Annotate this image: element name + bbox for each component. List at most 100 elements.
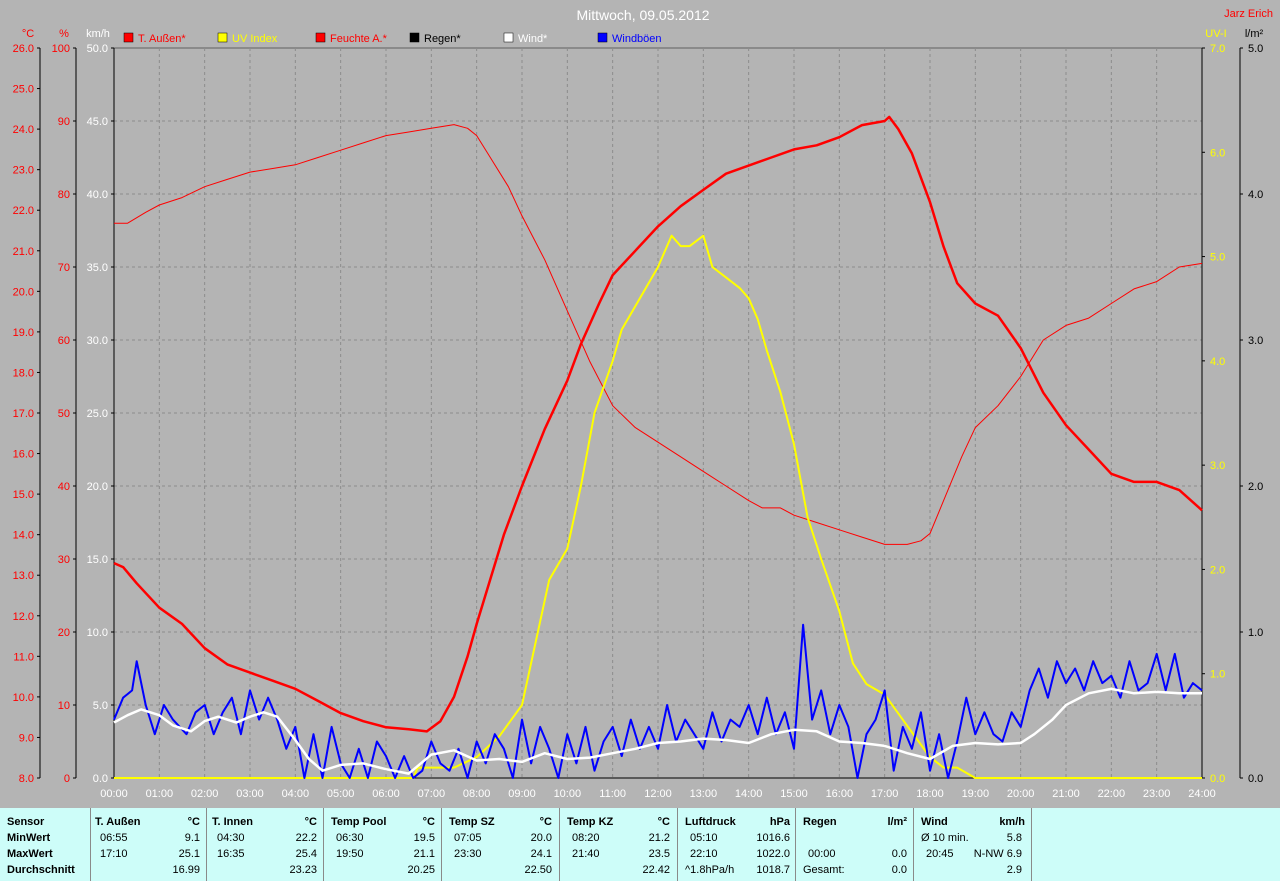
stats-min-row: MinWert 06:55 9.1 04:30 22.2 06:30 19.5 … xyxy=(0,832,1280,848)
header-temp-pool-unit: °C xyxy=(422,816,435,828)
series-line-wind- xyxy=(113,687,1202,775)
header-sensor: Sensor xyxy=(7,816,45,828)
x-tick-label: 23:00 xyxy=(1143,788,1171,800)
temp-sz-max-time: 23:30 xyxy=(454,848,482,860)
statistics-panel: Sensor T. Außen °C T. Innen °C Temp Pool… xyxy=(0,808,1280,881)
temp-kz-avg: 22.42 xyxy=(642,864,670,876)
t-aussen-min: 9.1 xyxy=(184,832,200,844)
luftdruck-trend: ^1.8hPa/h xyxy=(685,864,735,876)
right-axis-tick-label: 1.0 xyxy=(1248,627,1263,639)
x-tick-label: 18:00 xyxy=(916,788,944,800)
left-axis-tick-label: 50 xyxy=(58,408,70,420)
left-axis-tick-label: 35.0 xyxy=(87,262,108,274)
wind-avg10-label: Ø 10 min. xyxy=(921,832,969,844)
header-temp-kz: Temp KZ xyxy=(567,816,614,828)
wind-avg10: 5.8 xyxy=(1006,832,1022,844)
header-wind: Wind xyxy=(921,816,948,828)
x-tick-label: 24:00 xyxy=(1188,788,1216,800)
x-tick-label: 09:00 xyxy=(508,788,536,800)
author-label: Jarz Erich xyxy=(1224,8,1273,20)
left-axis-tick-label: 5.0 xyxy=(93,700,108,712)
left-axis-tick-label: 40.0 xyxy=(87,189,108,201)
left-axis-tick-label: 10.0 xyxy=(13,692,34,704)
left-axis-tick-label: 18.0 xyxy=(13,367,34,379)
temp-kz-min-time: 08:20 xyxy=(572,832,600,844)
luftdruck-avg: 1018.7 xyxy=(756,864,790,876)
x-tick-label: 19:00 xyxy=(962,788,990,800)
x-tick-label: 06:00 xyxy=(372,788,400,800)
right-axis-tick-label: 0.0 xyxy=(1248,773,1263,785)
header-wind-unit: km/h xyxy=(999,816,1025,828)
legend-swatch xyxy=(217,32,228,43)
right-axis-tick-label: 7.0 xyxy=(1210,43,1225,55)
wind-avg: 2.9 xyxy=(1006,864,1022,876)
left-axis-tick-label: 30 xyxy=(58,554,70,566)
left-axis-tick-label: 20.0 xyxy=(13,286,34,298)
x-tick-label: 15:00 xyxy=(780,788,808,800)
t-aussen-avg: 16.99 xyxy=(172,864,200,876)
right-axis-tick-label: 4.0 xyxy=(1248,189,1263,201)
left-axis-tick-label: 10.0 xyxy=(87,627,108,639)
right-axis-tick-label: 5.0 xyxy=(1210,252,1225,264)
temp-pool-min-time: 06:30 xyxy=(336,832,364,844)
x-tick-label: 02:00 xyxy=(191,788,219,800)
right-axis-tick-label: 0.0 xyxy=(1210,773,1225,785)
left-axis-tick-label: 30.0 xyxy=(87,335,108,347)
right-axis-tick-label: 2.0 xyxy=(1248,481,1263,493)
luftdruck-min-time: 05:10 xyxy=(690,832,718,844)
t-aussen-min-time: 06:55 xyxy=(100,832,128,844)
regen-total: 0.0 xyxy=(891,864,907,876)
header-temp-sz: Temp SZ xyxy=(449,816,495,828)
temp-kz-max-time: 21:40 xyxy=(572,848,600,860)
x-tick-label: 07:00 xyxy=(418,788,446,800)
left-axis-tick-label: 10 xyxy=(58,700,70,712)
right-axis-tick-label: 1.0 xyxy=(1210,669,1225,681)
left-axis-tick-label: 0.0 xyxy=(93,773,108,785)
left-axis-unit: km/h xyxy=(86,28,110,40)
temp-sz-avg: 22.50 xyxy=(524,864,552,876)
left-axis-tick-label: 70 xyxy=(58,262,70,274)
legend-swatch xyxy=(123,32,134,43)
x-tick-label: 22:00 xyxy=(1098,788,1126,800)
chart-grid xyxy=(113,47,1203,779)
x-tick-label: 10:00 xyxy=(554,788,582,800)
temp-pool-max-time: 19:50 xyxy=(336,848,364,860)
regen-total-label: Gesamt: xyxy=(803,864,845,876)
left-axis-tick-label: 0 xyxy=(64,773,70,785)
chart-axes: 00:00 01:00 02:00 03:00 04:00 05:00 06:00 07:00… xyxy=(13,28,1264,800)
left-axis-tick-label: 40 xyxy=(58,481,70,493)
right-axis-tick-label: 3.0 xyxy=(1210,460,1225,472)
left-axis-tick-label: 100 xyxy=(52,43,70,55)
left-axis-tick-label: 14.0 xyxy=(13,530,34,542)
header-luftdruck-unit: hPa xyxy=(769,816,790,828)
luftdruck-max: 1022.0 xyxy=(756,848,790,860)
left-axis-tick-label: 45.0 xyxy=(87,116,108,128)
x-tick-label: 12:00 xyxy=(644,788,672,800)
left-axis-tick-label: 80 xyxy=(58,189,70,201)
right-axis-tick-label: 4.0 xyxy=(1210,356,1225,368)
temp-pool-max: 21.1 xyxy=(413,848,435,860)
right-axis-tick-label: 3.0 xyxy=(1248,335,1263,347)
legend-swatch xyxy=(597,32,608,43)
legend-label: Wind* xyxy=(518,33,548,45)
legend-label: T. Außen* xyxy=(138,33,186,45)
t-aussen-max: 25.1 xyxy=(178,848,200,860)
left-axis-unit: °C xyxy=(22,28,34,40)
temp-sz-min: 20.0 xyxy=(530,832,552,844)
x-tick-label: 17:00 xyxy=(871,788,899,800)
header-t-innen-unit: °C xyxy=(304,816,317,828)
stats-header-row: Sensor T. Außen °C T. Innen °C Temp Pool… xyxy=(0,816,1280,832)
left-axis-tick-label: 60 xyxy=(58,335,70,347)
legend-label: Windböen xyxy=(612,33,662,45)
x-tick-label: 03:00 xyxy=(236,788,264,800)
left-axis-tick-label: 90 xyxy=(58,116,70,128)
x-tick-label: 14:00 xyxy=(735,788,763,800)
left-axis-tick-label: 21.0 xyxy=(13,246,34,258)
legend-swatch xyxy=(315,32,326,43)
weather-chart: Mittwoch, 09.05.2012 Jarz Erich T. Außen… xyxy=(13,7,1273,800)
header-t-aussen: T. Außen xyxy=(95,816,141,828)
x-tick-label: 08:00 xyxy=(463,788,491,800)
left-axis-tick-label: 26.0 xyxy=(13,43,34,55)
header-temp-kz-unit: °C xyxy=(657,816,670,828)
series-line-windb-en xyxy=(113,623,1203,779)
